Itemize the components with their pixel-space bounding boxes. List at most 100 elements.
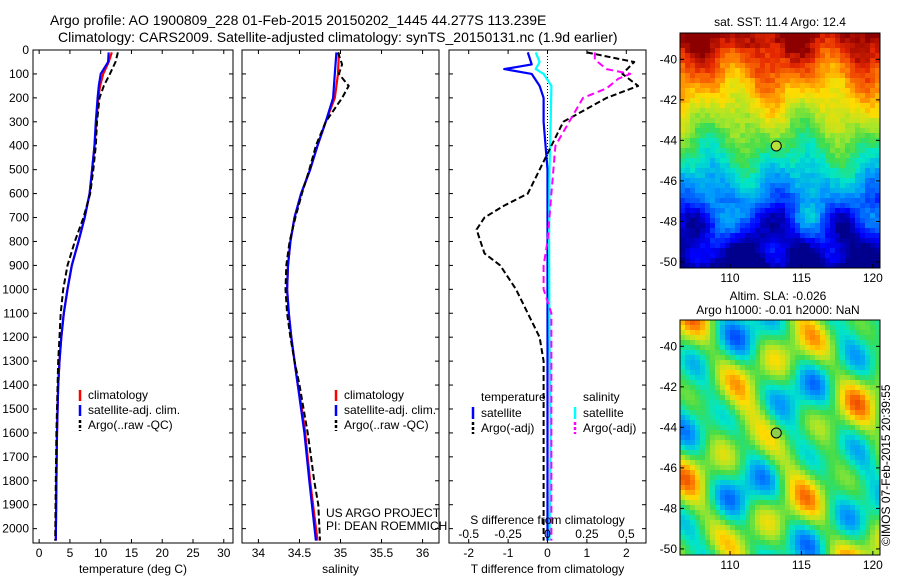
map-cell <box>850 78 856 84</box>
map-cell <box>795 445 801 451</box>
map-cell <box>705 213 711 219</box>
map-cell <box>870 38 876 44</box>
map-cell <box>780 490 786 496</box>
map-cell <box>865 128 871 134</box>
map-cell <box>810 153 816 159</box>
map-cell <box>760 53 766 59</box>
map-cell <box>835 360 841 366</box>
map-cell <box>785 178 791 184</box>
map-cell <box>830 238 836 244</box>
map-cell <box>720 98 726 104</box>
map-cell <box>775 445 781 451</box>
map-cell <box>795 48 801 54</box>
map-cell <box>780 440 786 446</box>
map-cell <box>845 233 851 239</box>
map-cell <box>830 258 836 264</box>
map-cell <box>805 365 811 371</box>
map-cell <box>735 58 741 64</box>
map-cell <box>810 475 816 481</box>
map-cell <box>830 133 836 139</box>
map-cell <box>800 350 806 356</box>
map-cell <box>855 385 861 391</box>
map-cell <box>715 405 721 411</box>
map-cell <box>725 88 731 94</box>
map-cell <box>835 103 841 109</box>
map-cell <box>810 43 816 49</box>
map-cell <box>825 238 831 244</box>
map-cell <box>750 415 756 421</box>
map-cell <box>860 505 866 511</box>
map-cell <box>750 103 756 109</box>
map-cell <box>795 178 801 184</box>
map-cell <box>800 263 806 268</box>
map-cell <box>770 158 776 164</box>
map-cell <box>745 103 751 109</box>
map-cell <box>735 540 741 546</box>
map-cell <box>745 420 751 426</box>
map-cell <box>720 83 726 89</box>
map-cell <box>785 380 791 386</box>
map-cell <box>710 475 716 481</box>
map-cell <box>855 263 861 268</box>
map-cell <box>835 153 841 159</box>
map-cell <box>825 510 831 516</box>
map-cell <box>725 320 731 326</box>
map-cell <box>830 43 836 49</box>
map-cell <box>765 198 771 204</box>
map-cell <box>725 188 731 194</box>
map-cell <box>790 228 796 234</box>
map-cell <box>835 148 841 154</box>
map-cell <box>830 490 836 496</box>
map-cell <box>815 148 821 154</box>
map-cell <box>775 263 781 268</box>
map-cell <box>825 370 831 376</box>
map-cell <box>785 123 791 129</box>
map-cell <box>785 515 791 521</box>
map-cell <box>845 238 851 244</box>
map-cell <box>715 208 721 214</box>
map-cell <box>855 325 861 331</box>
map-cell <box>815 233 821 239</box>
map-cell <box>760 58 766 64</box>
map-cell <box>705 550 711 555</box>
map-cell <box>850 258 856 264</box>
map-cell <box>775 118 781 124</box>
map-cell <box>715 113 721 119</box>
map-cell <box>745 163 751 169</box>
map-cell <box>765 320 771 326</box>
map-cell <box>835 400 841 406</box>
map-cell <box>785 470 791 476</box>
map-cell <box>875 445 880 451</box>
map-cell <box>845 440 851 446</box>
map-cell <box>735 168 741 174</box>
map-cell <box>680 355 686 361</box>
map-cell <box>790 535 796 541</box>
map-cell <box>790 520 796 526</box>
map-cell <box>715 133 721 139</box>
map-cell <box>875 340 880 346</box>
map-cell <box>735 148 741 154</box>
map-cell <box>760 228 766 234</box>
map-cell <box>845 455 851 461</box>
map-cell <box>730 68 736 74</box>
map-cell <box>760 183 766 189</box>
map-cell <box>705 420 711 426</box>
map-cell <box>840 158 846 164</box>
map-cell <box>800 213 806 219</box>
map-cell <box>765 173 771 179</box>
map-cell <box>835 405 841 411</box>
map-cell <box>795 470 801 476</box>
map-cell <box>840 228 846 234</box>
map-cell <box>750 325 756 331</box>
map-cell <box>720 213 726 219</box>
map-cell <box>860 168 866 174</box>
map-cell <box>760 78 766 84</box>
map-cell <box>750 123 756 129</box>
map-cell <box>800 375 806 381</box>
map-cell <box>835 188 841 194</box>
map-cell <box>735 360 741 366</box>
map-cell <box>680 243 686 249</box>
map-cell <box>690 430 696 436</box>
map-cell <box>725 168 731 174</box>
map-cell <box>820 395 826 401</box>
